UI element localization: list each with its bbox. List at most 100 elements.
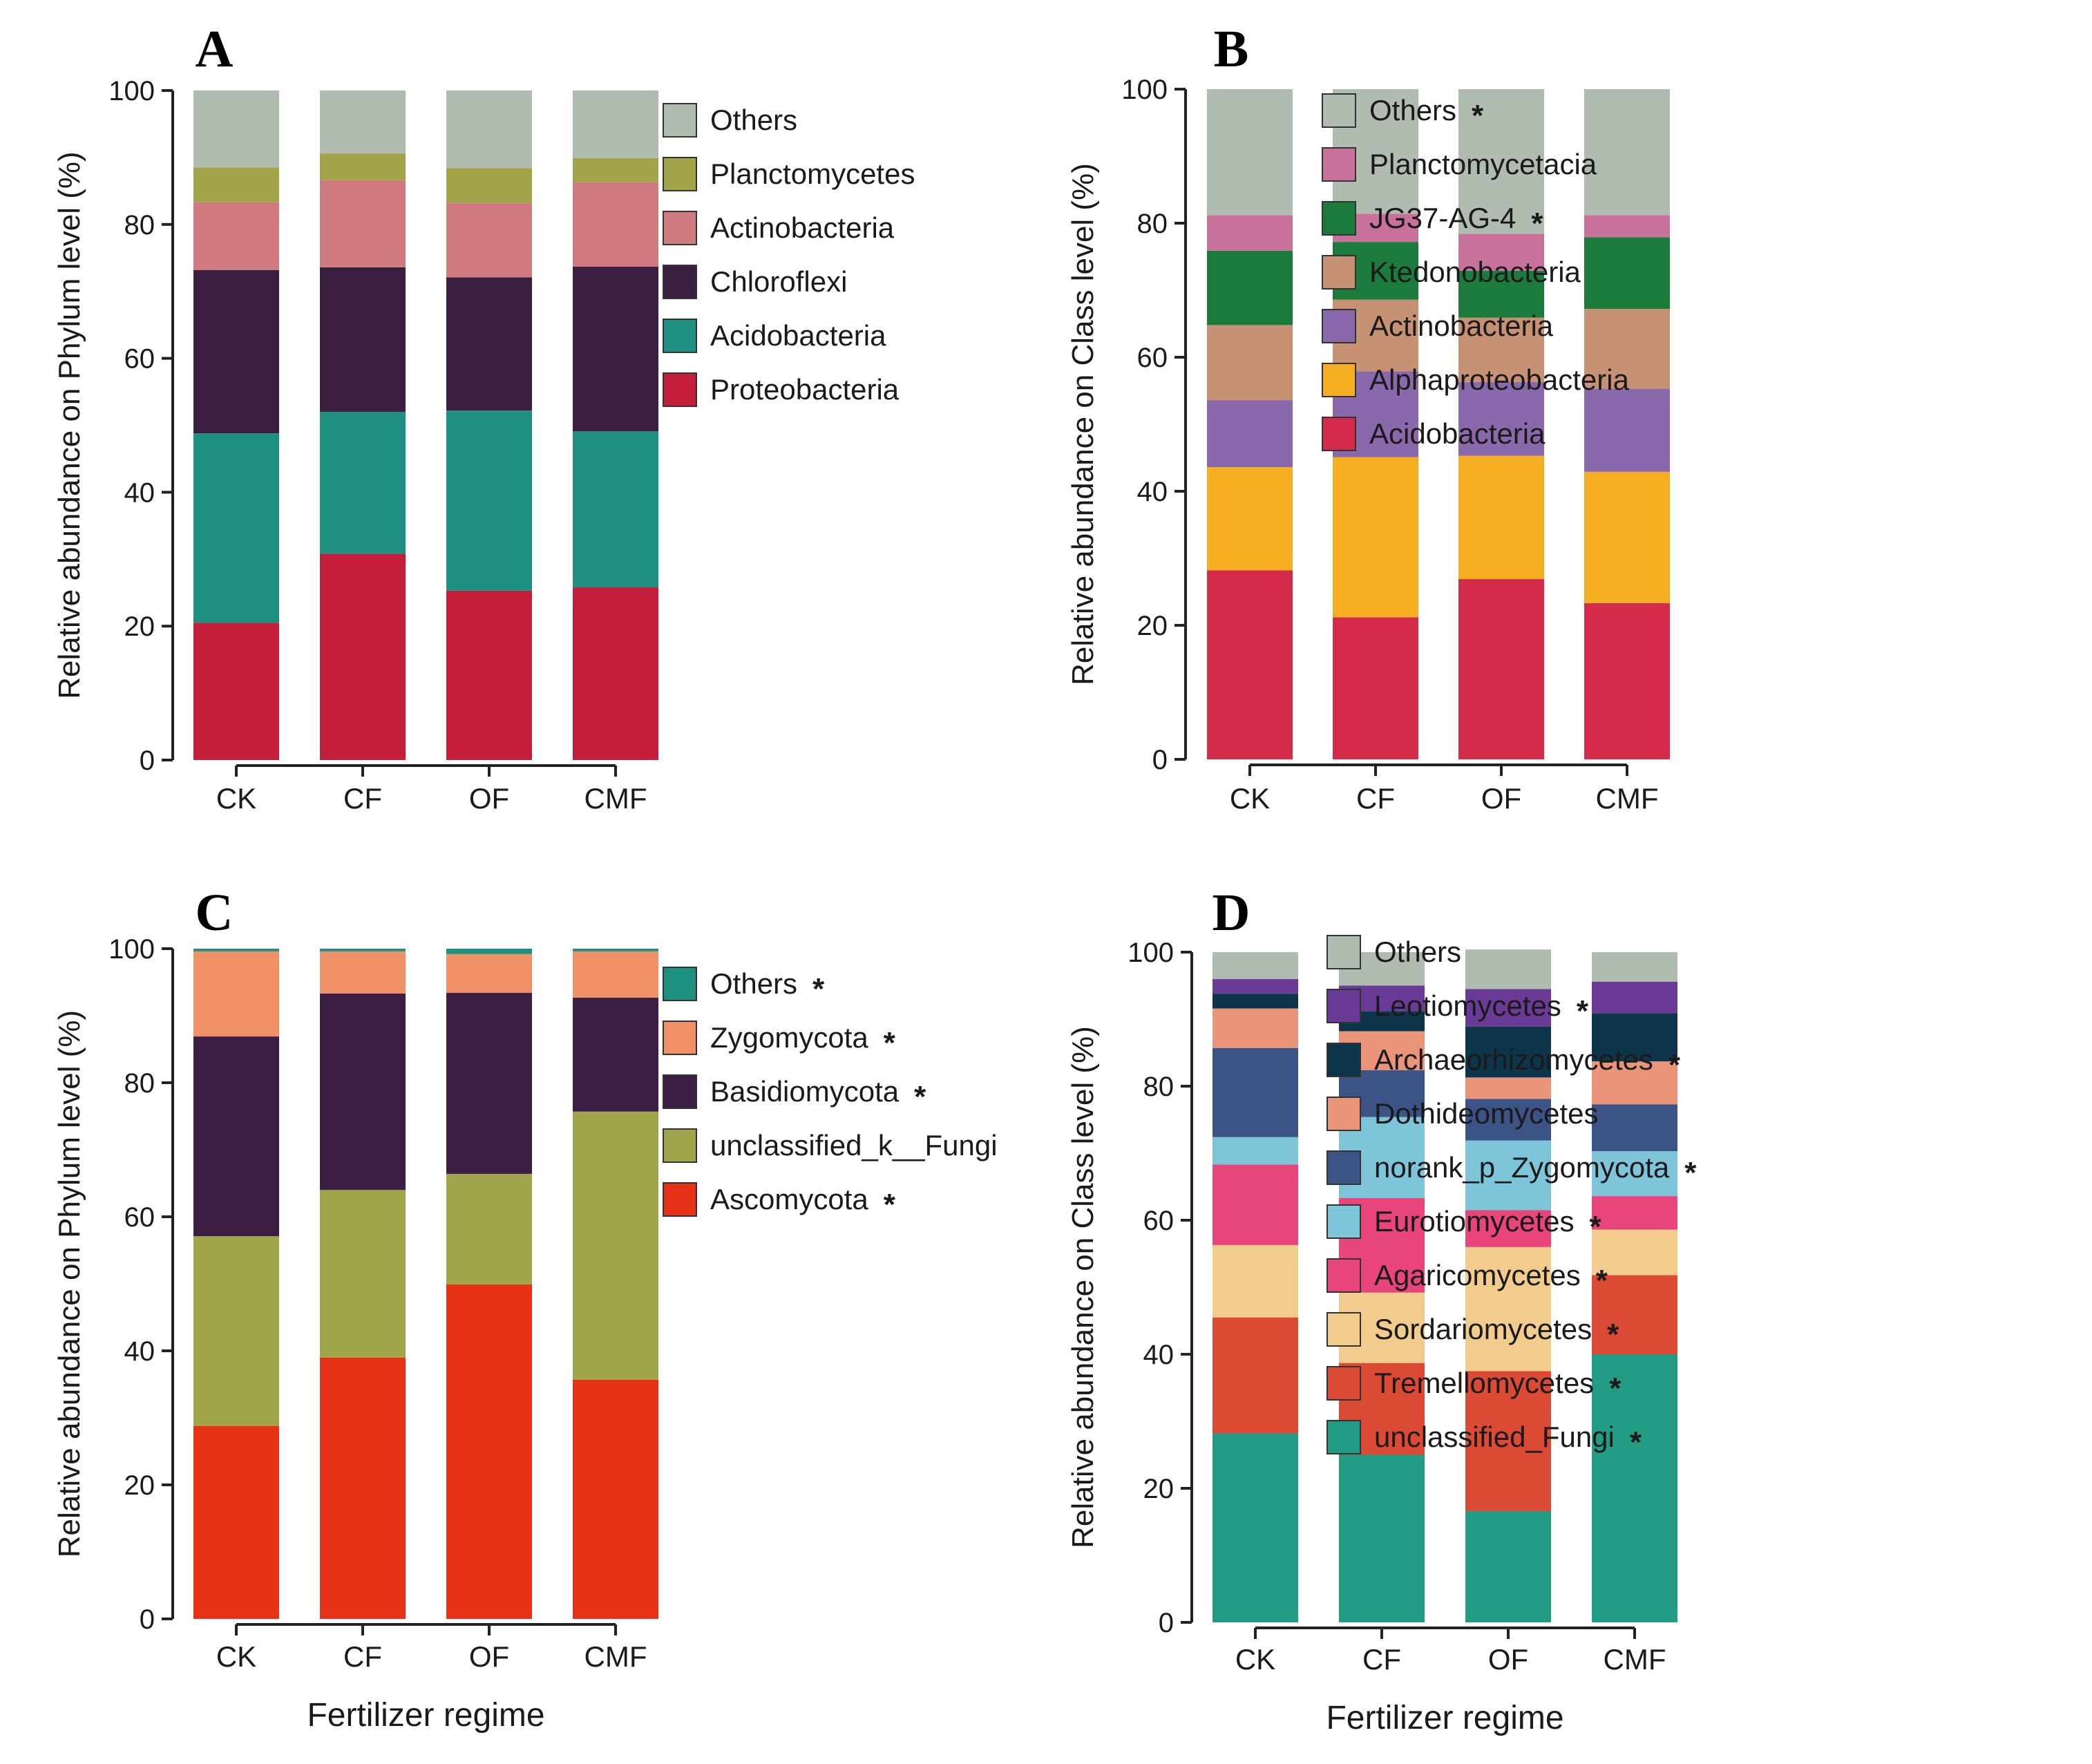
- bar-segment-sordariomycetes-ck: [1213, 1244, 1298, 1318]
- legend-item: Actinobacteria: [663, 211, 895, 245]
- bar-segment-others-of: [1465, 949, 1551, 989]
- bar-segment-others-ck: [1213, 952, 1298, 979]
- x-tick-label-ck: CK: [1230, 782, 1270, 815]
- legend-item: unclassified_k__Fungi: [663, 1128, 998, 1163]
- legend: Others * Planctomycetacia JG37-AG-4 * Ktedono…: [1322, 93, 1630, 451]
- legend-label: Ktedonobacteria: [1369, 256, 1581, 288]
- bar-segment-leotiomycetes-ck: [1213, 978, 1298, 994]
- legend: Others * Zygomycota * Basidiomycota * unclassi…: [663, 967, 998, 1222]
- bar-segment-jg37-ag-4-ck: [1207, 250, 1293, 325]
- bar-segment-planctomycetes-cf: [320, 153, 406, 180]
- bar-segment-leotiomycetes-of: [1465, 989, 1551, 1027]
- significance-star: *: [914, 1080, 926, 1114]
- legend-item: Basidiomycota *: [663, 1074, 926, 1114]
- bar-segment-acidobacteria-cmf: [1584, 603, 1670, 759]
- legend-item: Actinobacteria: [1322, 309, 1554, 343]
- bar-segment-others-of: [1458, 89, 1544, 234]
- bar-segment-actinobacteria-cmf: [573, 182, 658, 267]
- bar-segment-others-ck: [193, 91, 279, 168]
- bar-segment-tremellomycetes-of: [1465, 1371, 1551, 1511]
- bar-segment-planctomycetes-of: [446, 168, 532, 203]
- bar-segment-archaeorhizomycetes-of: [1465, 1026, 1551, 1078]
- y-tick-label: 100: [1121, 75, 1168, 105]
- legend-item: Ascomycota *: [663, 1182, 896, 1222]
- bar-segment-others-cmf: [573, 91, 658, 158]
- legend-label: Sordariomycetes: [1374, 1313, 1592, 1345]
- bar-segment-planctomycetes-cmf: [573, 158, 658, 182]
- y-tick-label: 0: [1159, 1608, 1174, 1638]
- bar-segment-others-cf: [320, 949, 406, 951]
- bar-segment-others-of: [446, 91, 532, 169]
- legend-swatch: [1326, 1366, 1361, 1401]
- legend-item: Tremellomycetes *: [1326, 1366, 1622, 1405]
- legend-swatch: [1322, 201, 1356, 236]
- legend-label: Agaricomycetes: [1374, 1259, 1581, 1291]
- bar-segment-dothideomycetes-ck: [1213, 1008, 1298, 1048]
- bar-segment-zygomycota-of: [446, 954, 532, 994]
- legend-label: unclassified_Fungi: [1374, 1421, 1615, 1453]
- legend-item: Leotiomycetes *: [1326, 989, 1589, 1028]
- legend-label: Archaeorhizomycetes: [1374, 1043, 1653, 1076]
- legend-item: Archaeorhizomycetes *: [1326, 1043, 1681, 1082]
- legend-label: Eurotiomycetes: [1374, 1205, 1574, 1237]
- bar-segment-others-cmf: [573, 949, 658, 951]
- bar-segment-alphaproteobacteria-of: [1458, 455, 1544, 580]
- bar-segment-chloroflexi-cf: [320, 267, 406, 412]
- bar-segment-acidobacteria-of: [446, 410, 532, 591]
- bar-segment-unclassified-k-fungi-cf: [320, 1190, 406, 1358]
- x-tick-label-of: OF: [469, 782, 509, 815]
- bar-segment-jg37-ag-4-cmf: [1584, 237, 1670, 310]
- panel-letter: D: [1213, 884, 1251, 942]
- legend-item: Acidobacteria: [1322, 417, 1546, 451]
- bar-segment-sordariomycetes-cmf: [1592, 1229, 1677, 1275]
- legend-label: Actinobacteria: [710, 211, 895, 244]
- bar-segment-zygomycota-cmf: [573, 951, 658, 998]
- y-tick-label: 60: [1137, 343, 1168, 373]
- bar-segment-dothideomycetes-of: [1465, 1077, 1551, 1099]
- x-tick-label-cmf: CMF: [584, 782, 647, 815]
- y-axis-title: Relative abundance on Phylum level (%): [53, 151, 86, 699]
- bar-segment-unclassified-fungi-cmf: [1592, 1354, 1677, 1622]
- legend-swatch: [1326, 1258, 1361, 1293]
- legend-label: Alphaproteobacteria: [1369, 363, 1630, 396]
- legend-item: Acidobacteria: [663, 319, 886, 353]
- bar-segment-agaricomycetes-of: [1465, 1210, 1551, 1247]
- legend-swatch: [663, 967, 697, 1001]
- y-tick-label: 60: [124, 344, 155, 374]
- y-tick-label: 40: [124, 477, 155, 508]
- legend-label: norank_p_Zygomycota: [1374, 1151, 1670, 1184]
- bar-segment-proteobacteria-ck: [193, 623, 279, 760]
- bar-segment-chloroflexi-ck: [193, 269, 279, 434]
- y-axis-title: Relative abundance on Class level (%): [1066, 1026, 1100, 1548]
- legend-label: Proteobacteria: [710, 373, 900, 406]
- y-tick-label: 80: [124, 210, 155, 240]
- bar-segment-actinobacteria-ck: [193, 202, 279, 270]
- legend-swatch: [1322, 147, 1356, 182]
- bar-segment-chloroflexi-of: [446, 277, 532, 411]
- bar-segment-archaeorhizomycetes-ck: [1213, 994, 1298, 1009]
- bar-segment-acidobacteria-cf: [1333, 617, 1418, 759]
- panel-c: C 0 20 40 60 80 100 CK CF OF CMF Relative abundance…: [53, 884, 998, 1734]
- bar-segment-actinobacteria-of: [1458, 381, 1544, 456]
- legend-item: Agaricomycetes *: [1326, 1258, 1608, 1298]
- x-tick-label-cmf: CMF: [1604, 1643, 1666, 1676]
- legend-label: Chloroflexi: [710, 265, 847, 298]
- legend-item: Others *: [1322, 93, 1484, 133]
- bar-segment-actinobacteria-cf: [320, 180, 406, 267]
- x-axis-title: Fertilizer regime: [1326, 1700, 1563, 1736]
- legend-swatch: [663, 103, 697, 137]
- y-tick-label: 80: [124, 1068, 155, 1099]
- bar-segment-ascomycota-ck: [193, 1425, 279, 1619]
- y-tick-label: 0: [140, 746, 155, 776]
- y-tick-label: 40: [1137, 477, 1168, 507]
- y-axis-title: Relative abundance on Phylum level (%): [53, 1010, 86, 1557]
- legend-swatch: [1326, 1150, 1361, 1185]
- legend-swatch: [663, 211, 697, 245]
- legend-swatch: [1326, 1204, 1361, 1239]
- bar-segment-ktedonobacteria-ck: [1207, 325, 1293, 401]
- bar-segment-eurotiomycetes-of: [1465, 1140, 1551, 1211]
- legend-item: unclassified_Fungi *: [1326, 1420, 1642, 1459]
- bar-segment-acidobacteria-cf: [320, 412, 406, 554]
- x-tick-label-of: OF: [1488, 1643, 1528, 1676]
